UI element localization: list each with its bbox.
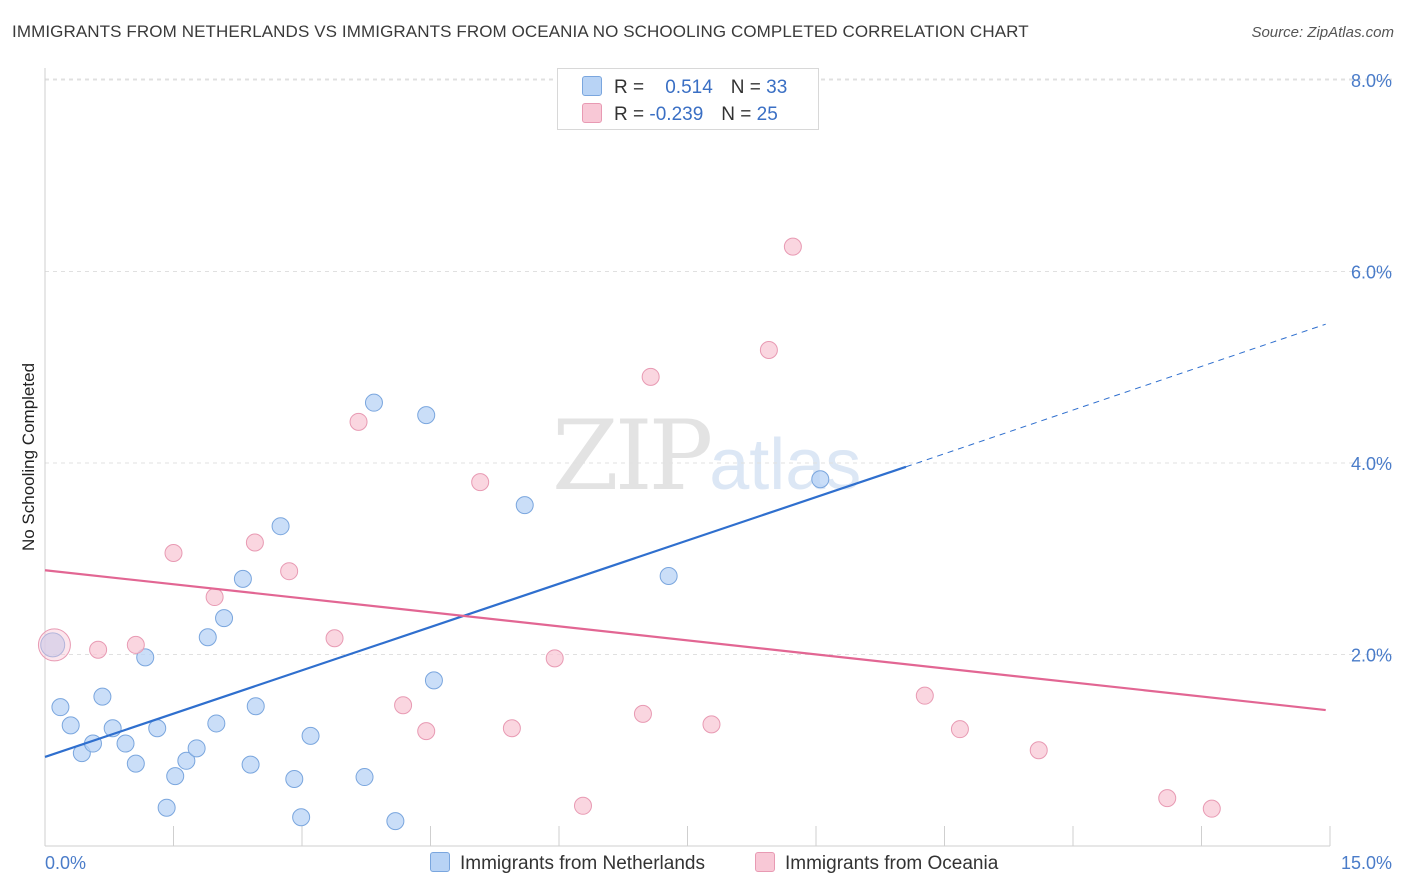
data-point-oceania xyxy=(471,473,490,492)
data-point-oceania xyxy=(394,696,413,715)
correlation-legend: R = 0.514 N = 33 R = -0.239 N = 25 xyxy=(557,68,819,130)
data-point-oceania xyxy=(633,704,652,723)
trend-extension-netherlands xyxy=(905,323,1326,468)
data-point-oceania xyxy=(1202,799,1221,818)
data-point-oceania xyxy=(280,562,299,581)
tick-labels: 2.0% 4.0% 6.0% 8.0% 0.0% 15.0% xyxy=(45,71,1392,873)
legend-swatch-blue xyxy=(430,852,450,872)
data-point-oceania xyxy=(417,722,436,741)
data-point-oceania xyxy=(641,367,660,386)
data-point-oceania xyxy=(164,544,183,563)
y-tick-label-2: 2.0% xyxy=(1351,646,1392,666)
data-point-oceania xyxy=(205,588,224,607)
data-point-netherlands xyxy=(187,739,206,758)
x-tick-label-max: 15.0% xyxy=(1341,853,1392,873)
data-point-netherlands xyxy=(126,754,145,773)
axes xyxy=(44,68,1331,847)
data-point-netherlands xyxy=(417,406,436,425)
trend-line-netherlands xyxy=(44,465,907,758)
legend-label-oceania: Immigrants from Oceania xyxy=(785,853,999,874)
data-point-oceania xyxy=(126,635,145,654)
data-point-oceania xyxy=(349,412,368,431)
data-point-netherlands xyxy=(177,751,196,770)
n-value-oceania: 25 xyxy=(756,104,778,125)
data-point-oceania xyxy=(702,715,721,734)
data-point-netherlands xyxy=(292,808,311,827)
data-point-netherlands xyxy=(215,609,234,628)
legend-item-oceania[interactable]: Immigrants from Oceania xyxy=(755,852,998,875)
data-point-netherlands xyxy=(207,714,226,733)
trend-line-oceania xyxy=(44,569,1326,712)
data-point-netherlands xyxy=(241,755,260,774)
data-point-netherlands xyxy=(51,698,70,717)
data-point-oceania xyxy=(573,796,592,815)
data-point-oceania xyxy=(1158,789,1177,808)
legend-swatch-pink xyxy=(582,103,602,123)
data-point-netherlands xyxy=(198,628,217,647)
data-point-netherlands xyxy=(136,648,155,667)
n-label: N = xyxy=(721,104,752,125)
data-point-oceania xyxy=(915,686,934,705)
data-point-netherlands xyxy=(61,716,80,735)
legend-swatch-blue xyxy=(582,76,602,96)
r-label: R = xyxy=(614,104,645,125)
data-point-netherlands xyxy=(301,726,320,745)
n-label: N = xyxy=(730,77,761,98)
watermark-atlas: atlas xyxy=(709,425,862,505)
data-point-netherlands xyxy=(246,697,265,716)
chart-title: IMMIGRANTS FROM NETHERLANDS VS IMMIGRANT… xyxy=(12,22,1029,41)
watermark-zip: ZIP xyxy=(552,400,713,512)
data-point-netherlands xyxy=(285,769,304,788)
n-value-netherlands: 33 xyxy=(766,77,788,98)
data-point-netherlands xyxy=(424,671,443,690)
data-point-netherlands xyxy=(659,566,678,585)
data-point-netherlands xyxy=(515,496,534,515)
data-point-oceania xyxy=(783,237,802,256)
data-point-netherlands xyxy=(811,470,830,489)
data-point-oceania xyxy=(950,720,969,739)
legend-swatch-pink xyxy=(755,852,775,872)
data-point-oceania xyxy=(759,341,778,360)
data-point-netherlands xyxy=(157,798,176,817)
legend-row-oceania: R = -0.239 N = 25 xyxy=(582,103,778,126)
y-axis-label: No Schooling Completed xyxy=(19,363,38,551)
legend-label-netherlands: Immigrants from Netherlands xyxy=(460,853,705,874)
data-point-netherlands xyxy=(271,517,290,536)
data-point-netherlands xyxy=(233,569,252,588)
series-oceania xyxy=(37,237,1221,818)
gridlines xyxy=(45,78,1392,655)
y-tick-label-4: 4.0% xyxy=(1351,454,1392,474)
data-point-oceania xyxy=(89,640,108,659)
data-point-netherlands xyxy=(116,734,135,753)
trend-lines xyxy=(44,323,1326,758)
data-point-oceania xyxy=(325,629,344,648)
data-point-netherlands xyxy=(40,632,66,658)
data-point-netherlands xyxy=(166,767,185,786)
data-point-oceania xyxy=(37,628,71,662)
data-point-netherlands xyxy=(386,812,405,831)
watermark: ZIPatlas xyxy=(552,400,861,512)
y-tick-label-6: 6.0% xyxy=(1351,263,1392,283)
data-point-netherlands xyxy=(355,768,374,787)
x-tick-label-min: 0.0% xyxy=(45,853,86,873)
y-tick-label-8: 8.0% xyxy=(1351,71,1392,91)
r-label: R = xyxy=(614,77,645,98)
data-point-netherlands xyxy=(364,393,383,412)
r-value-netherlands: 0.514 xyxy=(665,77,713,98)
data-point-netherlands xyxy=(93,687,112,706)
data-point-oceania xyxy=(1029,741,1048,760)
source-label: Source: ZipAtlas.com xyxy=(1251,24,1394,41)
r-value-oceania: -0.239 xyxy=(649,104,704,125)
legend-item-netherlands[interactable]: Immigrants from Netherlands xyxy=(430,852,705,875)
data-point-oceania xyxy=(245,533,264,552)
data-point-oceania xyxy=(545,649,564,668)
legend-row-netherlands: R = 0.514 N = 33 xyxy=(582,76,787,99)
data-point-oceania xyxy=(502,719,521,738)
